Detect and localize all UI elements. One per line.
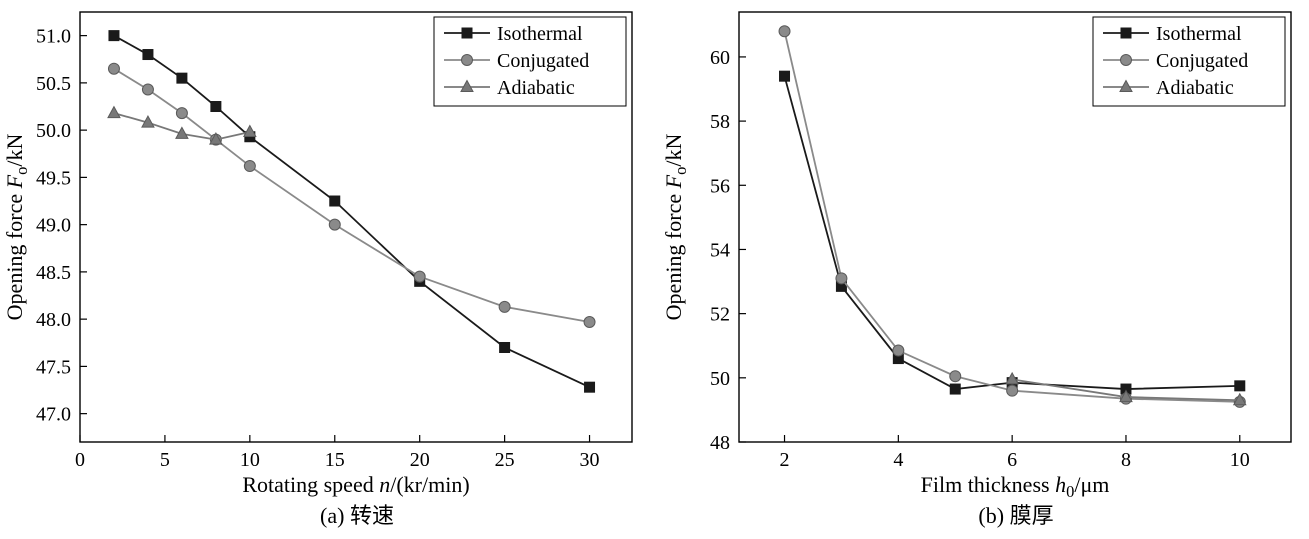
triangle-marker [1119,79,1133,92]
x-axis-title: Rotating speed n/(kr/min) [242,472,469,497]
square-marker [329,195,341,207]
legend-label: Isothermal [497,23,583,45]
x-axis-title: Film thickness h0/μm [921,472,1110,499]
square-marker [176,72,188,84]
x-tick-label: 5 [160,449,170,471]
x-tick-label: 30 [580,449,600,471]
triangle-marker [175,126,189,139]
circle-marker [949,370,962,383]
y-tick-label: 50.5 [36,73,71,95]
square-marker [210,101,222,113]
circle-marker [141,83,154,96]
triangle-marker [141,115,155,128]
y-tick-label: 49.0 [36,215,71,237]
square-marker [461,27,473,39]
triangle-marker [243,124,257,138]
circle-marker [243,160,256,173]
y-tick-label: 54 [710,239,730,261]
series-line [783,75,1240,390]
square-marker [499,341,511,353]
x-tick-label: 8 [1121,449,1131,471]
square-marker [1120,27,1132,39]
caption-a: (a) 转速 [320,503,394,528]
y-axis-title: Opening force Fo/kN [2,134,31,321]
caption-b: (b) 膜厚 [978,503,1054,528]
triangle-marker [209,132,223,145]
x-tick-label: 2 [780,449,790,471]
circle-marker [835,272,848,285]
y-tick-label: 47.5 [36,356,71,378]
square-marker [949,383,961,395]
square-marker [108,30,120,42]
y-tick-label: 52 [710,304,730,326]
circle-marker [1006,384,1019,397]
chart-rotating-speed: 0 5 10 15 20 25 30 47.0 47.5 48.0 48.5 49.0 49.5 50.0… [0,2,650,499]
legend-label: Adiabatic [1156,77,1234,99]
plot-frame [79,11,633,443]
circle-marker [413,270,426,283]
series-isothermal [779,70,1246,395]
panel-rotating-speed: 0 5 10 15 20 25 30 47.0 47.5 48.0 48.5 49.0 49.5 50.0… [0,2,650,539]
x-tick-label: 10 [240,449,260,471]
circle-marker [778,25,791,38]
x-tick-label: 10 [1230,449,1250,471]
circle-marker [461,54,473,66]
square-marker [142,49,154,61]
y-tick-label: 50 [710,368,730,390]
y-axis-title: Opening force Fo/kN [661,134,690,321]
square-marker [1234,380,1246,392]
triangle-marker [1232,392,1247,406]
series-adiabatic [107,105,257,145]
legend-label: Isothermal [1156,23,1242,45]
legend-label: Conjugated [1156,50,1248,72]
circle-marker [328,218,341,231]
circle-marker [583,315,596,328]
square-marker [779,70,791,82]
series-conjugated [107,62,596,328]
x-axis: 2 4 6 8 10 [780,435,1250,471]
y-tick-label: 49.5 [36,167,71,189]
x-tick-label: 25 [495,449,515,471]
x-tick-label: 20 [410,449,430,471]
x-tick-label: 0 [75,449,85,471]
triangle-marker [1119,389,1133,403]
x-tick-label: 4 [893,449,903,471]
x-tick-label: 15 [325,449,345,471]
triangle-marker [1005,371,1019,385]
y-tick-label: 50.0 [36,120,71,142]
y-tick-label: 47.0 [36,404,71,426]
x-axis: 0 5 10 15 20 25 30 [75,435,600,471]
y-tick-label: 56 [710,175,730,197]
square-marker [584,381,596,393]
circle-marker [175,107,188,120]
y-tick-label: 58 [710,111,730,133]
circle-marker [892,344,905,357]
y-tick-label: 48.5 [36,262,71,284]
legend: Isothermal Conjugated Adiabatic [433,16,627,107]
circle-marker [498,300,511,313]
y-tick-label: 60 [710,47,730,69]
legend-label: Adiabatic [497,77,575,99]
chart-svg-film-thickness: 2 4 6 8 10 48 50 52 54 56 58 60 Film thickness h0/μm… [661,11,1292,501]
triangle-marker [107,105,121,119]
y-tick-label: 48 [710,432,730,454]
circle-marker [1120,54,1132,66]
y-tick-label: 51.0 [36,26,71,48]
legend: Isothermal Conjugated Adiabatic [1092,16,1286,107]
series-adiabatic [1005,371,1247,406]
circle-marker [107,62,120,75]
chart-svg-rotating-speed: 0 5 10 15 20 25 30 47.0 47.5 48.0 48.5 49.0 49.5 50.0… [2,11,633,497]
y-axis: 48 50 52 54 56 58 60 [710,47,746,454]
plot-frame [738,11,1292,443]
x-tick-label: 6 [1007,449,1017,471]
triangle-marker [460,79,474,92]
y-axis: 47.0 47.5 48.0 48.5 49.0 49.5 50.0 50.5 51.0 [36,26,87,426]
series-line [113,67,590,323]
panel-film-thickness: 2 4 6 8 10 48 50 52 54 56 58 60 Film thickness h0/μm… [659,2,1309,539]
y-tick-label: 48.0 [36,309,71,331]
chart-film-thickness: 2 4 6 8 10 48 50 52 54 56 58 60 Film thickness h0/μm… [659,2,1309,501]
legend-label: Conjugated [497,50,589,72]
